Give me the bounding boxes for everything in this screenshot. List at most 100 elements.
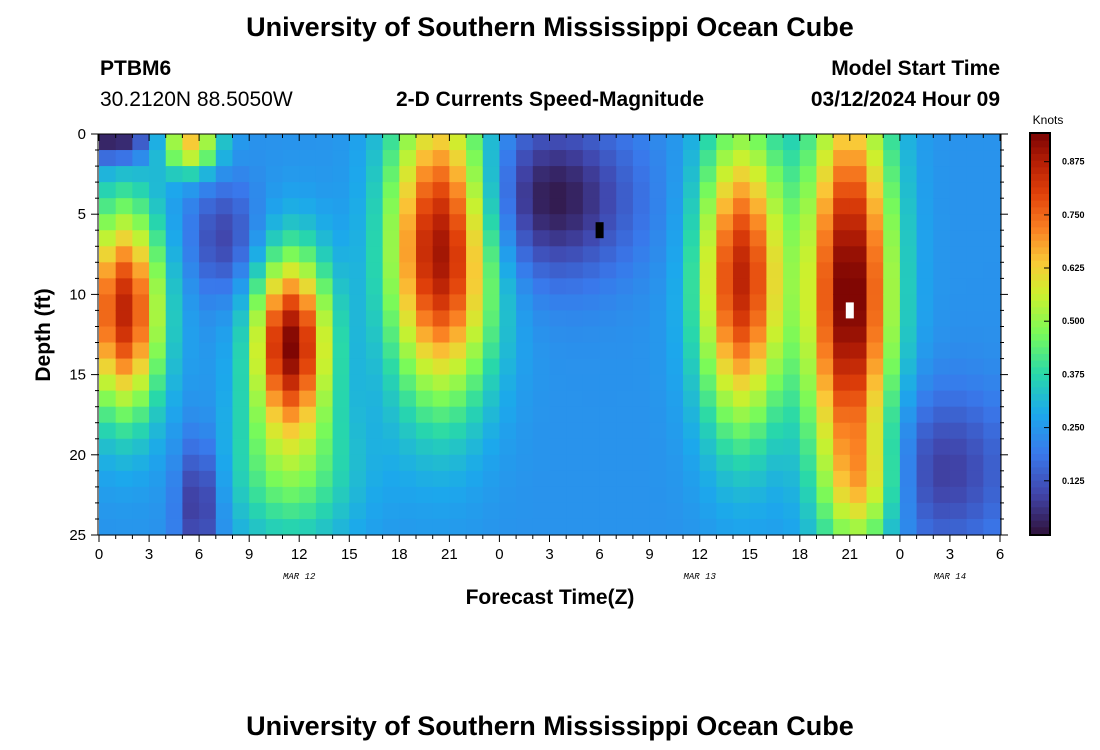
- heatmap-cell: [215, 486, 234, 504]
- heatmap-cell: [315, 150, 334, 167]
- heatmap-cell: [249, 422, 267, 440]
- heatmap-cell: [816, 454, 834, 472]
- heatmap-cell: [716, 134, 734, 151]
- heatmap-cell: [416, 342, 434, 360]
- heatmap-cell: [282, 294, 300, 312]
- heatmap-cell: [115, 262, 133, 279]
- heatmap-cell: [249, 278, 267, 295]
- colorbar-band: [1031, 134, 1049, 142]
- heatmap-cell: [516, 406, 534, 424]
- heatmap-cell: [833, 454, 851, 472]
- heatmap-cell: [632, 358, 651, 376]
- heatmap-cell: [499, 390, 517, 408]
- model-start-label: Model Start Time: [831, 57, 1000, 80]
- heatmap-cell: [733, 294, 751, 312]
- heatmap-cell: [849, 454, 868, 472]
- heatmap-cell: [566, 134, 584, 151]
- heatmap-cell: [115, 342, 133, 360]
- heatmap-cell: [566, 454, 584, 472]
- heatmap-cell: [632, 454, 651, 472]
- heatmap-cell: [282, 390, 300, 408]
- heatmap-cell: [866, 374, 884, 392]
- heatmap-cell: [149, 502, 167, 520]
- heatmap-cell: [199, 294, 217, 312]
- heatmap-cell: [132, 134, 150, 151]
- x-tick-label: 6: [996, 546, 1004, 563]
- heatmap-cell: [399, 374, 417, 392]
- colorbar-band: [1031, 207, 1049, 215]
- heatmap-cell: [549, 422, 567, 440]
- heatmap-cell: [115, 486, 133, 504]
- heatmap-cell: [466, 438, 484, 456]
- heatmap-cell: [783, 246, 801, 263]
- heatmap-cell: [566, 438, 584, 456]
- heatmap-cell: [199, 454, 217, 472]
- heatmap-cell: [249, 502, 267, 520]
- heatmap-cell: [833, 150, 851, 167]
- heatmap-cell: [899, 470, 918, 488]
- heatmap-cell: [365, 470, 384, 488]
- heatmap-cell: [916, 390, 934, 408]
- heatmap-cell: [816, 374, 834, 392]
- heatmap-cell: [499, 246, 517, 263]
- heatmap-cell: [249, 150, 267, 167]
- heatmap-cell: [315, 182, 334, 199]
- heatmap-cell: [332, 182, 350, 199]
- heatmap-cell: [916, 374, 934, 392]
- heatmap-cell: [182, 214, 200, 231]
- heatmap-cell: [933, 438, 951, 456]
- heatmap-cell: [299, 406, 317, 424]
- heatmap-cell: [482, 486, 501, 504]
- heatmap-cell: [432, 310, 450, 328]
- heatmap-cell: [766, 470, 784, 488]
- heatmap-cell: [899, 358, 918, 376]
- heatmap-cell: [132, 518, 150, 536]
- heatmap-cell: [466, 150, 484, 167]
- heatmap-cell: [783, 438, 801, 456]
- heatmap-cell: [432, 134, 450, 151]
- y-axis-label: Depth (ft): [32, 288, 55, 381]
- heatmap-cell: [949, 150, 968, 167]
- heatmap-cell: [99, 390, 117, 408]
- heatmap-cell: [933, 150, 951, 167]
- heatmap-cell: [532, 390, 551, 408]
- x-tick-label: 3: [545, 546, 553, 563]
- heatmap-cell: [416, 310, 434, 328]
- heatmap-cell: [432, 262, 450, 279]
- heatmap-cell: [532, 198, 551, 215]
- heatmap-cell: [983, 262, 1001, 279]
- heatmap-cell: [432, 486, 450, 504]
- heatmap-cell: [399, 406, 417, 424]
- heatmap-cell: [132, 294, 150, 312]
- heatmap-cell: [949, 390, 968, 408]
- heatmap-cell: [549, 134, 567, 151]
- heatmap-cell: [549, 230, 567, 247]
- heatmap-cell: [733, 454, 751, 472]
- heatmap-cell: [916, 214, 934, 231]
- heatmap-cell: [916, 486, 934, 504]
- heatmap-cell: [983, 182, 1001, 199]
- colorbar-ticks: 0.875 0.750 0.625 0.500 0.375 0.250 0.125: [1044, 157, 1085, 486]
- heatmap-cell: [182, 406, 200, 424]
- heatmap-cell: [899, 326, 918, 344]
- heatmap-cell: [165, 326, 184, 344]
- heatmap-cell: [115, 438, 133, 456]
- heatmap-cell: [165, 214, 184, 231]
- heatmap-cell: [265, 166, 284, 183]
- heatmap-cell: [132, 342, 150, 360]
- heatmap-cell: [949, 374, 968, 392]
- heatmap-cell: [115, 470, 133, 488]
- colorbar-band: [1031, 227, 1049, 235]
- heatmap-cell: [866, 230, 884, 247]
- heatmap-cell: [599, 230, 617, 247]
- heatmap-cell: [516, 358, 534, 376]
- x-tick-label: 21: [441, 546, 458, 563]
- heatmap-cell: [916, 150, 934, 167]
- heatmap-cell: [516, 230, 534, 247]
- heatmap-cell: [399, 486, 417, 504]
- heatmap-cell: [949, 310, 968, 328]
- heatmap-cell: [582, 198, 601, 215]
- heatmap-cell: [182, 502, 200, 520]
- heatmap-cell: [866, 198, 884, 215]
- product-title: 2-D Currents Speed-Magnitude: [396, 88, 704, 111]
